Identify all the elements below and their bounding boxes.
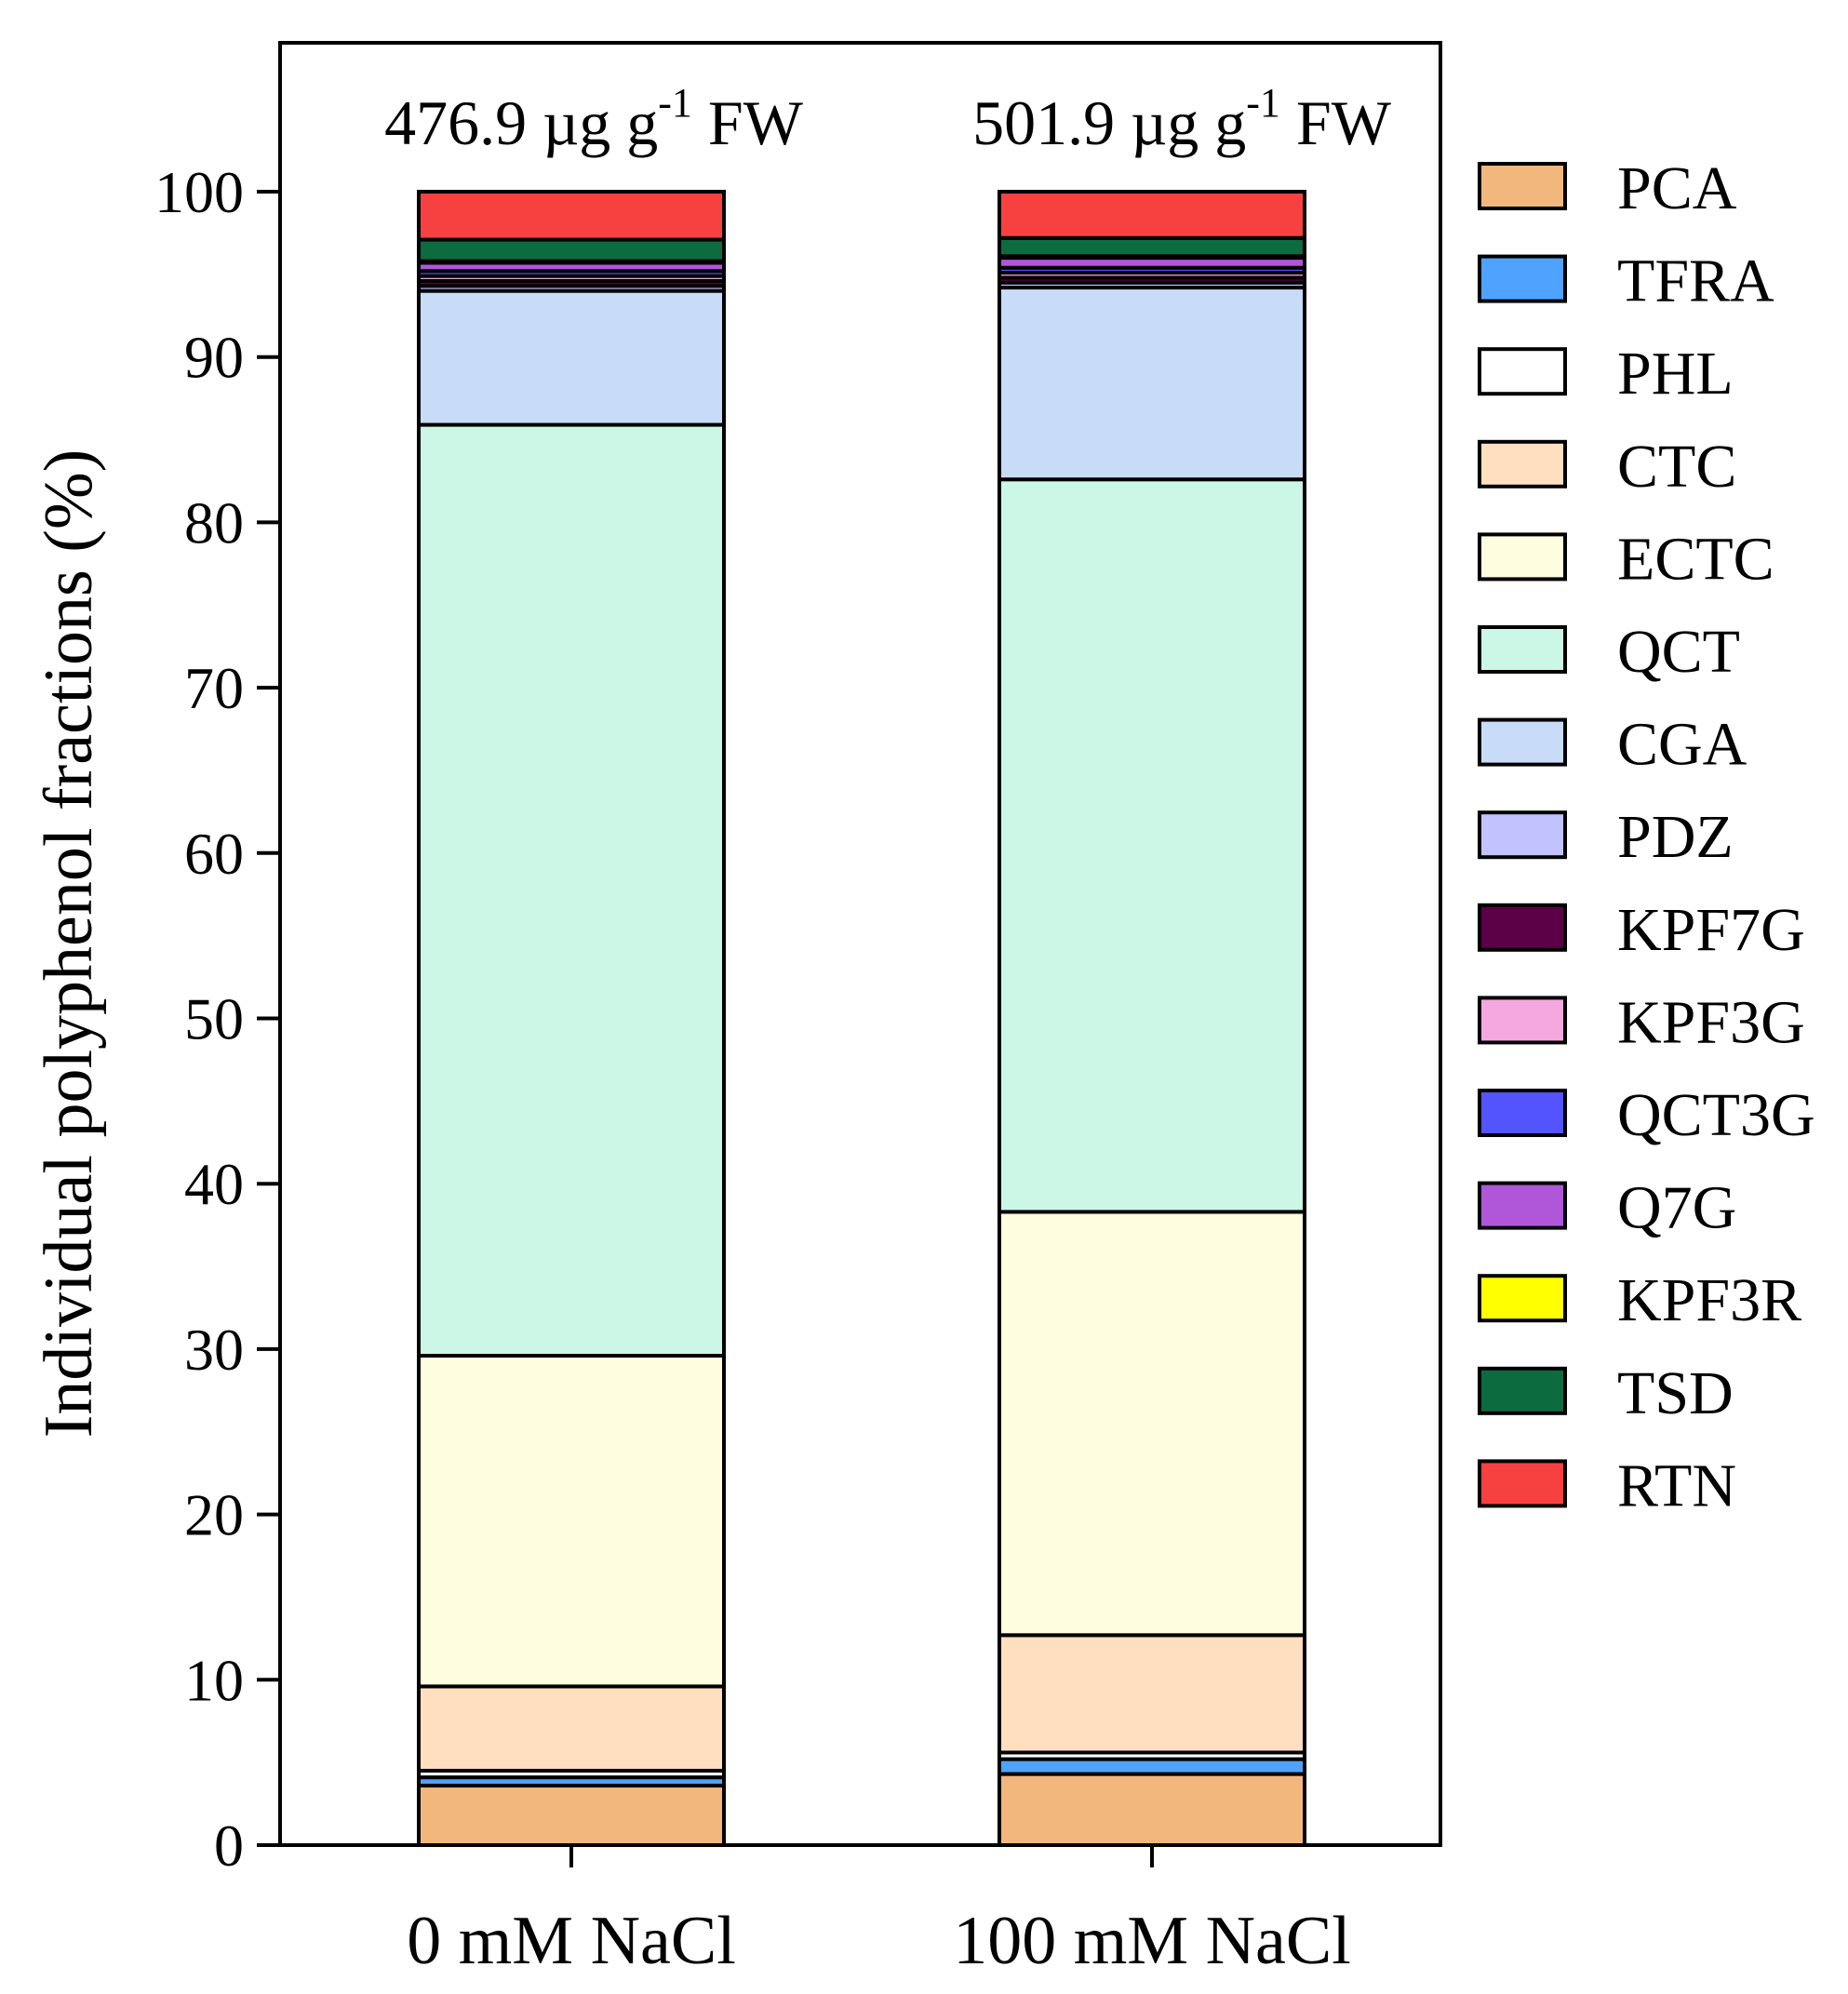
total-unit-0: FW <box>692 87 804 158</box>
total-sup-1: -1 <box>1246 80 1280 126</box>
legend-label-q7g: Q7G <box>1617 1174 1736 1242</box>
legend-swatch-tsd <box>1478 1366 1567 1415</box>
legend-swatch-kpf3g <box>1478 996 1567 1045</box>
legend-label-qct3g: QCT3G <box>1617 1081 1815 1149</box>
bar-segment-ctc-1 <box>998 1633 1306 1755</box>
bar-segment-cga-0 <box>417 288 726 427</box>
legend-label-ectc: ECTC <box>1617 525 1774 593</box>
legend: PCA TFRA PHL CTC ECTC QCT CGA PDZ KPF7G KPF3G QCT3… <box>1478 154 1815 1519</box>
total-label-1: 501.9 µg g-1 FW <box>972 80 1392 158</box>
y-tick-label: 20 <box>184 1482 244 1548</box>
plot-frame <box>278 41 1442 1847</box>
bar-segment-ectc-1 <box>998 1210 1306 1638</box>
y-tick-label: 0 <box>214 1813 244 1879</box>
y-tick-label: 90 <box>184 325 244 391</box>
y-tick-label: 50 <box>184 986 244 1052</box>
legend-swatch-tfra <box>1478 254 1567 303</box>
bar-segment-tfra-1 <box>998 1757 1306 1776</box>
legend-swatch-phl <box>1478 347 1567 396</box>
legend-label-kpf3g: KPF3G <box>1617 988 1805 1056</box>
legend-swatch-ectc <box>1478 532 1567 582</box>
bar-segment-rtn-0 <box>417 190 726 242</box>
total-value-0: 476.9 µg g <box>384 87 658 158</box>
y-axis-title: Individual polyphenol fractions (%) <box>31 449 107 1438</box>
y-tick-label: 30 <box>184 1317 244 1383</box>
total-label-0: 476.9 µg g-1 FW <box>384 80 804 158</box>
legend-swatch-pca <box>1478 162 1567 210</box>
legend-swatch-q7g <box>1478 1181 1567 1230</box>
y-tick-label: 40 <box>184 1151 244 1217</box>
bar-segment-tsd-1 <box>998 235 1306 259</box>
y-tick-label: 100 <box>154 159 244 225</box>
legend-label-qct: QCT <box>1617 618 1740 686</box>
bar-segment-qct-0 <box>417 422 726 1358</box>
legend-swatch-ctc <box>1478 439 1567 488</box>
total-value-1: 501.9 µg g <box>972 87 1246 158</box>
bar-stacks <box>417 190 1306 1847</box>
legend-swatch-cga <box>1478 717 1567 767</box>
legend-label-phl: PHL <box>1617 340 1734 408</box>
x-tick-label: 100 mM NaCl <box>953 1903 1351 1979</box>
legend-label-rtn: RTN <box>1617 1452 1736 1519</box>
x-axis: 0 mM NaCl 100 mM NaCl <box>407 1845 1351 1979</box>
bar-segment-ectc-0 <box>417 1354 726 1689</box>
bar-segment-pca-0 <box>417 1784 726 1847</box>
bar-segment-ctc-0 <box>417 1684 726 1773</box>
legend-label-pca: PCA <box>1617 154 1737 222</box>
total-unit-1: FW <box>1280 87 1392 158</box>
legend-label-kpf7g: KPF7G <box>1617 896 1805 964</box>
bar-segment-pca-1 <box>998 1772 1306 1847</box>
legend-swatch-kpf7g <box>1478 903 1567 952</box>
bar-segment-rtn-1 <box>998 190 1306 240</box>
legend-swatch-kpf3r <box>1478 1274 1567 1323</box>
legend-label-ctc: CTC <box>1617 433 1736 501</box>
x-tick-label: 0 mM NaCl <box>407 1903 736 1979</box>
y-tick-label: 80 <box>184 489 244 555</box>
legend-label-tfra: TFRA <box>1617 248 1774 315</box>
legend-label-kpf3r: KPF3R <box>1617 1266 1801 1334</box>
y-axis: 0 10 20 30 40 50 60 70 80 90 100 <box>154 159 280 1879</box>
y-tick-label: 60 <box>184 821 244 887</box>
bar-segment-qct-1 <box>998 477 1306 1214</box>
legend-swatch-qct3g <box>1478 1089 1567 1137</box>
legend-swatch-qct <box>1478 625 1567 674</box>
legend-swatch-rtn <box>1478 1459 1567 1508</box>
total-sup-0: -1 <box>658 80 692 126</box>
y-tick-label: 70 <box>184 655 244 721</box>
bar-segment-cga-1 <box>998 286 1306 482</box>
legend-label-cga: CGA <box>1617 711 1748 779</box>
y-tick-label: 10 <box>184 1647 244 1713</box>
legend-label-tsd: TSD <box>1617 1359 1734 1427</box>
legend-swatch-pdz <box>1478 810 1567 860</box>
legend-label-pdz: PDZ <box>1617 803 1734 871</box>
bar-segment-tsd-0 <box>417 237 726 263</box>
